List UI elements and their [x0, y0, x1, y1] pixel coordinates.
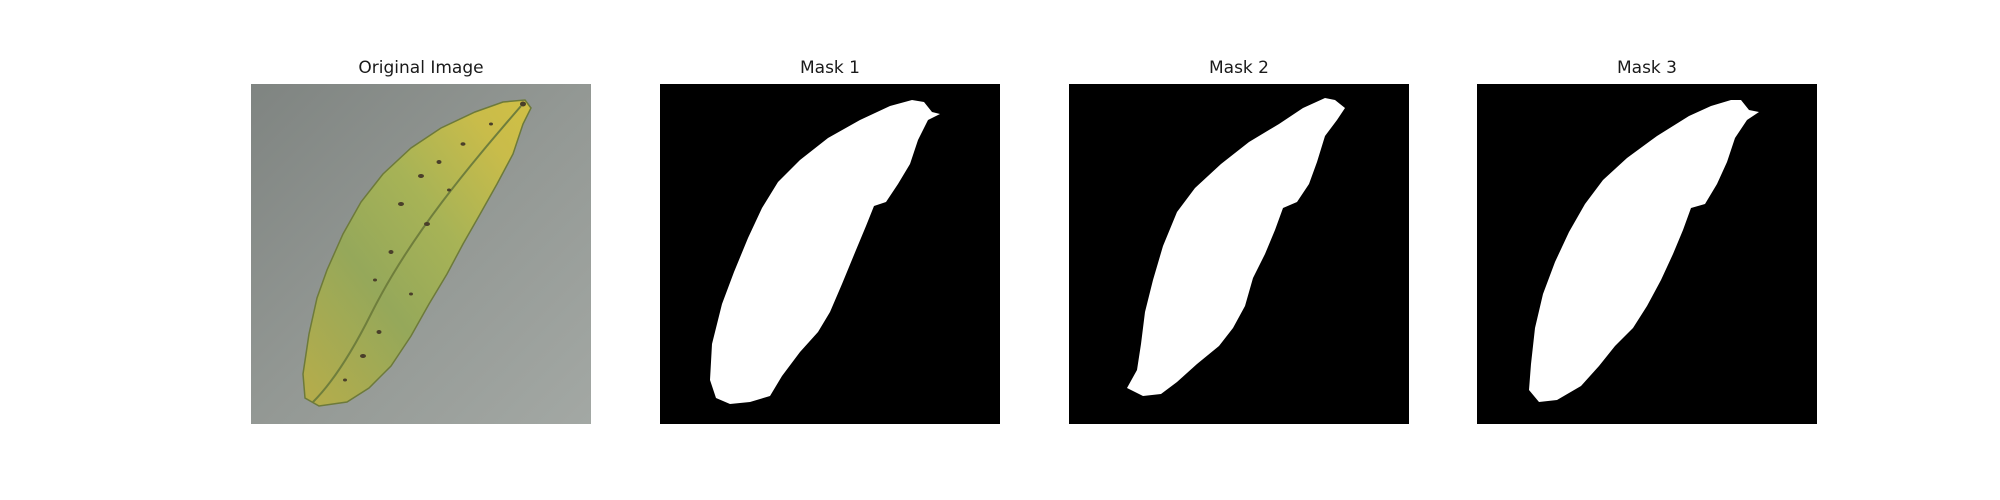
- panel-title: Original Image: [358, 58, 484, 78]
- leaf-photo-graphic: [251, 84, 591, 424]
- mask-1-image: [660, 84, 1000, 424]
- mask-2-leaf-shape: [1127, 98, 1345, 396]
- panel-title: Mask 1: [799, 58, 860, 78]
- mask-1-graphic: [660, 84, 1000, 424]
- leaf-shape: [302, 99, 532, 407]
- panel-title: Mask 3: [1616, 58, 1677, 78]
- mask-2-image: [1069, 84, 1409, 424]
- mask-3-image: [1477, 84, 1817, 424]
- leaf-spots: [343, 101, 526, 382]
- mask-3-graphic: [1477, 84, 1817, 424]
- original-leaf-photo: [251, 84, 591, 424]
- mask-3-leaf-shape: [1529, 100, 1759, 402]
- panel-title: Mask 2: [1208, 58, 1269, 78]
- mask-1-leaf-shape: [710, 100, 940, 404]
- mask-2-graphic: [1069, 84, 1409, 424]
- leaf-midrib: [312, 105, 522, 403]
